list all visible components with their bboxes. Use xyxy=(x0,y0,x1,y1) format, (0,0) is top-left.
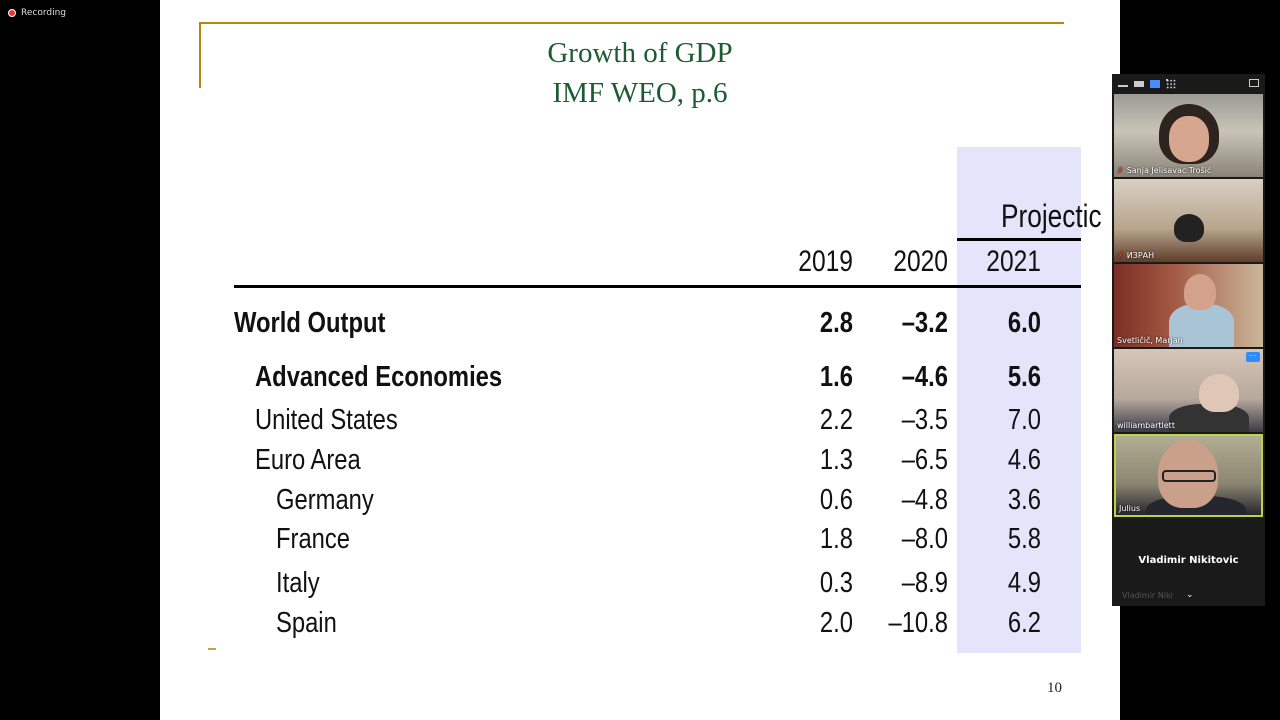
participant-name: williambartlett xyxy=(1117,421,1175,430)
row-value: –8.0 xyxy=(901,523,948,555)
row-value: 5.8 xyxy=(1007,523,1041,555)
video-tile-active[interactable]: Julius xyxy=(1114,434,1263,517)
slide-frame-top xyxy=(199,22,1064,24)
row-value: 5.6 xyxy=(1007,361,1041,393)
chevron-down-icon[interactable]: ⌄ xyxy=(1186,589,1194,599)
recording-indicator: Recording xyxy=(8,8,66,18)
shared-slide: Growth of GDP IMF WEO, p.6 Projectic 201… xyxy=(160,0,1120,720)
row-value: –4.8 xyxy=(901,484,948,516)
row-label: United States xyxy=(255,404,398,436)
more-options-button[interactable]: ··· xyxy=(1246,352,1260,362)
video-tile[interactable]: ✗ Sanja Jelisavac Trošić xyxy=(1114,94,1263,177)
row-label: World Output xyxy=(234,307,386,339)
row-value: –6.5 xyxy=(901,444,948,476)
row-label: Euro Area xyxy=(255,444,361,476)
page-number: 10 xyxy=(1047,680,1062,696)
participant-name: Julius xyxy=(1119,504,1141,513)
slide-frame-left xyxy=(199,22,201,88)
row-label: Italy xyxy=(276,567,320,599)
participant-name: ✗ ИЗРАН xyxy=(1117,251,1155,260)
panel-toolbar xyxy=(1112,74,1265,94)
participant-name: Svetličič, Marjan xyxy=(1117,336,1183,345)
active-speaker-label: Vladimir Niki xyxy=(1122,591,1173,600)
video-tile[interactable]: ✗ ИЗРАН xyxy=(1114,179,1263,262)
header-rule xyxy=(234,285,1081,288)
minimize-icon[interactable] xyxy=(1118,81,1128,87)
row-value: 0.3 xyxy=(819,567,853,599)
participant-video xyxy=(1174,214,1204,242)
participant-face xyxy=(1169,116,1209,162)
row-label: Germany xyxy=(276,484,374,516)
row-value: 2.2 xyxy=(819,404,853,436)
row-value: 2.0 xyxy=(819,607,853,639)
active-speaker-name: Vladimir Nikitovic xyxy=(1138,555,1239,566)
active-speaker-tile[interactable]: Vladimir Nikitovic Vladimir Niki ⌄ xyxy=(1114,519,1263,600)
participant-video xyxy=(1169,304,1234,347)
row-label: France xyxy=(276,523,351,555)
projections-header: Projectic xyxy=(1001,198,1102,234)
slide-frame-mark xyxy=(208,648,216,650)
year-header: 2019 xyxy=(798,245,853,278)
row-value: 4.9 xyxy=(1007,567,1041,599)
participant-face xyxy=(1184,274,1216,310)
row-value: 6.0 xyxy=(1007,307,1041,339)
projection-rule xyxy=(957,238,1081,241)
row-value: 1.6 xyxy=(819,361,853,393)
row-label: Spain xyxy=(276,607,337,639)
slide-title: Growth of GDP xyxy=(547,37,733,69)
participant-face xyxy=(1199,374,1239,412)
record-icon xyxy=(8,9,16,17)
row-value: –4.6 xyxy=(901,361,948,393)
row-value: 7.0 xyxy=(1007,404,1041,436)
year-header: 2020 xyxy=(893,245,948,278)
mic-muted-icon: ✗ xyxy=(1117,166,1124,175)
row-value: –8.9 xyxy=(901,567,948,599)
speaker-view-icon[interactable] xyxy=(1150,80,1160,88)
glasses-shape xyxy=(1162,470,1216,482)
row-value: –3.2 xyxy=(901,307,948,339)
projection-band xyxy=(957,147,1081,653)
row-value: 1.8 xyxy=(819,523,853,555)
row-value: –3.5 xyxy=(901,404,948,436)
slide-subtitle: IMF WEO, p.6 xyxy=(552,77,728,109)
participant-name: ✗ Sanja Jelisavac Trošić xyxy=(1117,166,1212,175)
row-value: 1.3 xyxy=(819,444,853,476)
gallery-view-icon[interactable] xyxy=(1166,79,1176,89)
participant-face xyxy=(1158,440,1218,508)
mic-muted-icon: ✗ xyxy=(1117,251,1124,260)
row-value: 6.2 xyxy=(1007,607,1041,639)
row-value: 3.6 xyxy=(1007,484,1041,516)
video-tile[interactable]: ··· williambartlett xyxy=(1114,349,1263,432)
row-value: 0.6 xyxy=(819,484,853,516)
row-value: 4.6 xyxy=(1007,444,1041,476)
year-header: 2021 xyxy=(986,245,1041,278)
exit-panel-icon[interactable] xyxy=(1249,79,1259,87)
recording-label: Recording xyxy=(21,8,67,18)
row-value: –10.8 xyxy=(888,607,948,639)
table-crop xyxy=(200,653,1100,683)
video-tile[interactable]: Svetličič, Marjan xyxy=(1114,264,1263,347)
row-value: 2.8 xyxy=(819,307,853,339)
row-label: Advanced Economies xyxy=(255,361,503,393)
participants-panel: ✗ Sanja Jelisavac Trošić ✗ ИЗРАН Svetličič… xyxy=(1112,74,1265,606)
strip-view-icon[interactable] xyxy=(1134,81,1144,87)
